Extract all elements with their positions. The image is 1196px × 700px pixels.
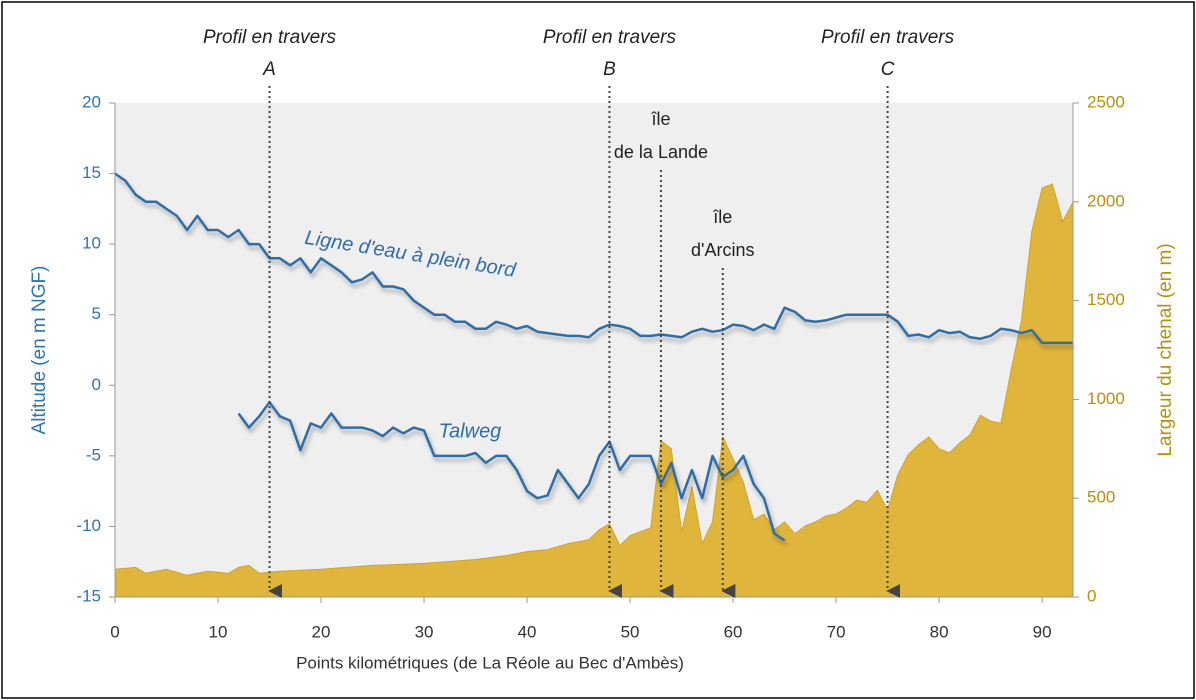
- y2-tick-label: 1500: [1087, 290, 1125, 309]
- y2-axis-title: Largeur du chenal (en m): [1155, 243, 1176, 456]
- annotation: île: [650, 109, 670, 129]
- x-tick-label: 20: [312, 622, 331, 641]
- line: [237, 400, 786, 542]
- annotation: île: [712, 207, 732, 227]
- y2-tick-label: 500: [1087, 488, 1115, 507]
- y2-tick-label: 1000: [1087, 389, 1125, 408]
- annotation-letter: A: [262, 59, 276, 80]
- y-tick-label: 5: [92, 304, 101, 323]
- y-tick-label: 10: [82, 234, 101, 253]
- y-tick-label: -10: [76, 516, 101, 535]
- annotation-letter: C: [881, 59, 895, 80]
- x-tick-label: 70: [827, 622, 846, 641]
- x-tick-label: 40: [518, 622, 537, 641]
- annotation: Profil en travers: [543, 27, 677, 48]
- x-tick-label: 50: [621, 622, 640, 641]
- x-axis-title: Points kilométriques (de La Réole au Bec…: [296, 653, 684, 672]
- annotation: Profil en travers: [821, 27, 955, 48]
- x-tick-label: 0: [110, 622, 119, 641]
- y-tick-label: -15: [76, 586, 101, 605]
- x-tick-label: 10: [209, 622, 228, 641]
- series-label: Talweg: [439, 420, 502, 442]
- x-tick-label: 60: [724, 622, 743, 641]
- y-tick-label: -5: [86, 445, 101, 464]
- y2-tick-label: 2500: [1087, 92, 1125, 111]
- y-tick-label: 20: [82, 92, 101, 111]
- y2-tick-label: 2000: [1087, 191, 1125, 210]
- y-tick-label: 15: [82, 163, 101, 182]
- area: [114, 183, 1074, 598]
- annotation: de la Lande: [614, 142, 708, 162]
- annotation: d'Arcins: [691, 240, 754, 260]
- annotation-letter: B: [603, 59, 616, 80]
- y-tick-label: 0: [92, 375, 101, 394]
- x-tick-label: 80: [930, 622, 949, 641]
- y2-tick-label: 0: [1087, 586, 1096, 605]
- annotation: Profil en travers: [203, 27, 337, 48]
- line: [114, 172, 1073, 345]
- x-tick-label: 30: [415, 622, 434, 641]
- y-axis-title: Altitude (en m NGF): [29, 266, 50, 435]
- x-tick-label: 90: [1033, 622, 1052, 641]
